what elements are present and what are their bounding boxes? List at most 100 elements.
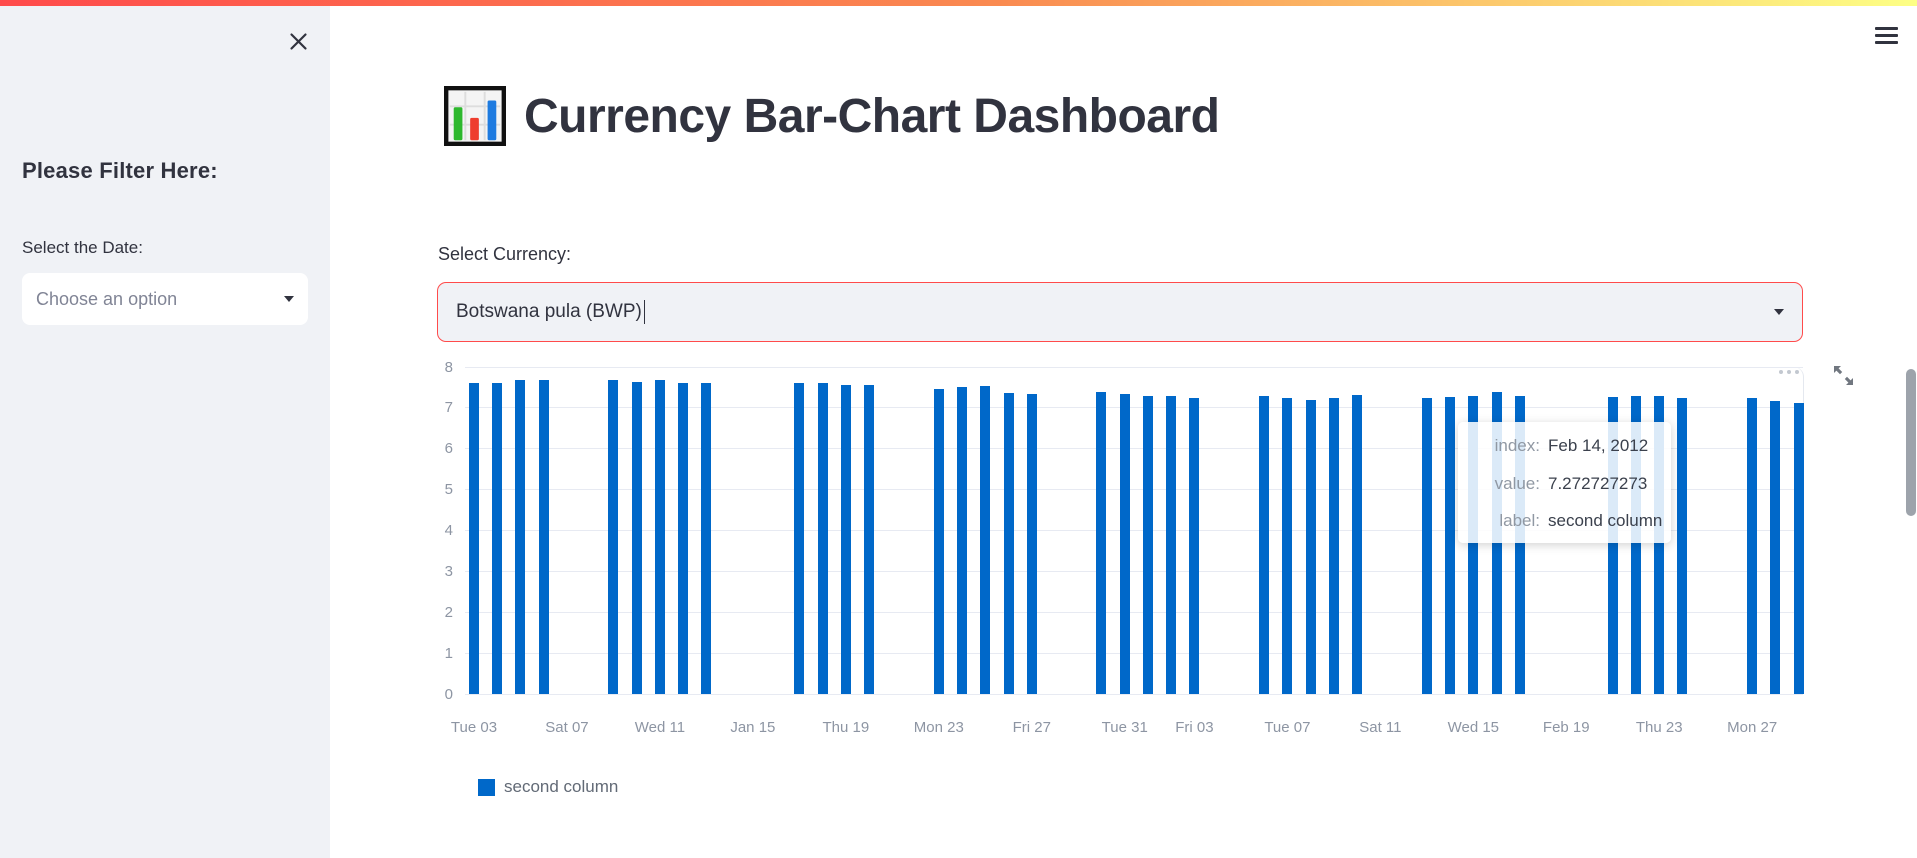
bar[interactable] [1421, 397, 1432, 694]
bar[interactable] [794, 383, 805, 694]
x-tick-label: Tue 03 [450, 719, 498, 736]
bar[interactable] [817, 383, 828, 694]
bar[interactable] [678, 383, 689, 694]
main-menu-button[interactable] [1875, 22, 1903, 48]
gridline [465, 570, 1803, 572]
tooltip-row: value: 7.272727273 [1468, 474, 1657, 494]
bar[interactable] [980, 386, 991, 694]
date-select-placeholder: Choose an option [36, 288, 178, 309]
bar[interactable] [608, 380, 619, 694]
bar[interactable] [1282, 397, 1293, 694]
currency-select[interactable]: Botswana pula (BWP) [437, 282, 1803, 342]
x-tick-label: Mon 27 [1727, 719, 1778, 736]
x-tick-label: Mon 23 [913, 719, 964, 736]
bar[interactable] [492, 382, 503, 694]
sidebar-close-button[interactable] [281, 24, 315, 58]
top-decoration-bar [0, 0, 1917, 6]
bar[interactable] [1607, 396, 1618, 694]
page-title: Currency Bar-Chart Dashboard [524, 89, 1220, 143]
bar[interactable] [1491, 392, 1502, 694]
x-tick-label: Sat 07 [545, 719, 589, 736]
tooltip-row: label: second column [1468, 511, 1662, 531]
x-tick-label: Thu 23 [1635, 719, 1683, 736]
bar[interactable] [1166, 395, 1177, 694]
bar[interactable] [1026, 394, 1037, 694]
y-tick-label: 8 [444, 358, 453, 376]
bar[interactable] [840, 385, 851, 694]
hamburger-icon [1875, 26, 1898, 30]
x-tick-label: Tue 07 [1264, 719, 1311, 736]
date-select-label: Select the Date: [22, 238, 143, 257]
bar[interactable] [1119, 393, 1130, 694]
bar[interactable] [1445, 396, 1456, 694]
tooltip-value: second column [1548, 511, 1663, 530]
bar[interactable] [1142, 395, 1153, 694]
bar[interactable] [1328, 397, 1339, 694]
expand-arrows-icon [1833, 365, 1853, 385]
gridline [465, 530, 1803, 531]
legend-swatch [478, 778, 495, 796]
chart-tooltip: index: Feb 14, 2012 value: 7.272727273 l… [1458, 422, 1671, 543]
bar[interactable] [933, 389, 944, 694]
bar[interactable] [654, 380, 665, 694]
gridline [465, 448, 1803, 450]
bar[interactable] [515, 380, 526, 694]
bar[interactable] [1770, 400, 1781, 694]
bar[interactable] [864, 385, 875, 694]
date-select[interactable]: Choose an option [22, 273, 308, 325]
bar[interactable] [957, 387, 968, 694]
bar-chart-emoji-icon [444, 86, 506, 146]
y-tick-label: 3 [444, 562, 453, 580]
chart-options-button[interactable] [1772, 362, 1806, 382]
close-icon [289, 32, 307, 50]
bar[interactable] [701, 383, 712, 694]
x-tick-label: Wed 15 [1447, 719, 1500, 736]
y-tick-label: 0 [444, 685, 453, 703]
bar[interactable] [1259, 396, 1270, 694]
bar[interactable] [1514, 396, 1525, 694]
tooltip-key: index: [1494, 436, 1540, 455]
x-tick-label: Jan 15 [730, 719, 776, 736]
ellipsis-icon [1779, 370, 1783, 374]
bar[interactable] [469, 382, 479, 694]
legend-label: second column [504, 777, 619, 796]
gridline [465, 611, 1803, 613]
bar[interactable] [1003, 392, 1014, 694]
tooltip-row: index: Feb 14, 2012 [1468, 436, 1657, 456]
fullscreen-button[interactable] [1828, 360, 1858, 390]
y-tick-label: 6 [444, 440, 453, 458]
chevron-down-icon [284, 296, 294, 302]
bar[interactable] [1793, 402, 1804, 694]
bar[interactable] [1677, 398, 1688, 694]
x-tick-label: Wed 11 [634, 719, 686, 736]
bar[interactable] [1305, 399, 1316, 694]
currency-select-label: Select Currency: [438, 244, 572, 264]
bar[interactable] [1352, 394, 1363, 694]
bar[interactable] [1189, 397, 1200, 694]
bar[interactable] [1096, 391, 1107, 694]
y-tick-label: 5 [444, 481, 453, 499]
tooltip-value: Feb 14, 2012 [1548, 436, 1649, 455]
bar[interactable] [1654, 395, 1665, 694]
y-tick-label: 7 [444, 399, 453, 417]
x-tick-label: Tue 31 [1101, 719, 1148, 736]
bar[interactable] [1631, 395, 1641, 694]
bar[interactable] [538, 380, 549, 694]
y-tick-label: 2 [444, 603, 453, 621]
gridline [465, 407, 1803, 409]
x-tick-label: Thu 19 [822, 719, 870, 736]
chevron-down-icon [1774, 309, 1784, 315]
sidebar-heading: Please Filter Here: [22, 158, 218, 183]
bar-chart-plot-area [465, 366, 1804, 695]
y-tick-label: 4 [444, 522, 453, 539]
x-tick-label: Fri 03 [1175, 719, 1214, 736]
bar[interactable] [1468, 396, 1479, 694]
gridline [465, 489, 1803, 491]
gridline [465, 693, 1803, 695]
vertical-scrollbar-thumb[interactable] [1906, 369, 1916, 516]
bar[interactable] [631, 382, 642, 694]
tooltip-value: 7.272727273 [1548, 473, 1648, 493]
text-cursor [643, 300, 646, 324]
bar[interactable] [1747, 398, 1758, 694]
